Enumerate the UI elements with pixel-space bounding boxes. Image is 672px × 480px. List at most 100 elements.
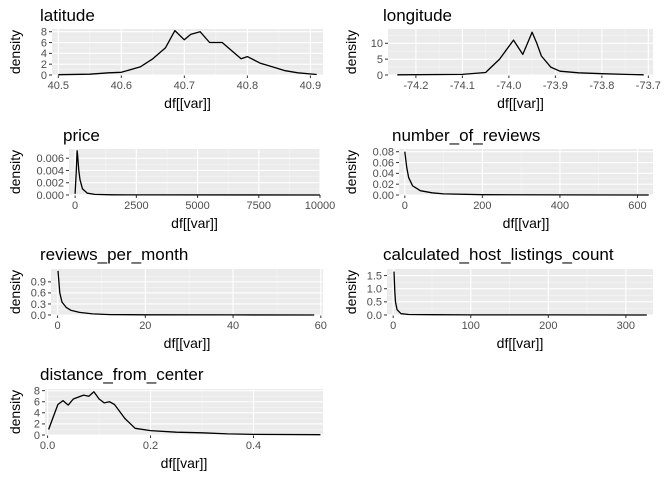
x-tick-label: 40 xyxy=(227,320,239,332)
x-tick-label: 40.7 xyxy=(174,80,195,92)
y-tick-label: 0 xyxy=(377,70,383,82)
y-tick-label: 0.02 xyxy=(373,179,394,191)
x-axis-label: df[[var]] xyxy=(161,455,208,471)
y-tick-label: 0 xyxy=(41,70,47,82)
panel-number-of-reviews: 0 200 400 600 0.000.020.040.060.08 number_of_… xyxy=(343,126,653,231)
x-tick-label: -74.1 xyxy=(450,80,475,92)
y-tick-label: 4 xyxy=(41,48,47,60)
x-tick-label: 0 xyxy=(72,200,78,212)
panel-background xyxy=(399,149,653,195)
x-tick-label: 5000 xyxy=(185,200,209,212)
x-tick-label: 40.8 xyxy=(237,80,258,92)
x-axis-label: df[[var]] xyxy=(503,215,550,231)
panel-title: longitude xyxy=(383,6,452,25)
x-axis-label: df[[var]] xyxy=(497,335,544,351)
density-line xyxy=(47,391,321,436)
y-axis-label: density xyxy=(343,270,359,314)
y-tick-label: 5 xyxy=(377,54,383,66)
x-axis-label: df[[var]] xyxy=(497,95,544,111)
y-tick-label: 0.00 xyxy=(373,190,394,202)
y-axis-label: density xyxy=(7,270,23,314)
y-tick-label: 0.0 xyxy=(31,310,46,322)
x-tick-label: 300 xyxy=(617,320,635,332)
panel-longitude: -74.2 -74.1 -74.0 -73.9 -73.8 -73.7 0 5 10 longit… xyxy=(343,6,661,111)
x-tick-label: 0.4 xyxy=(246,440,261,452)
x-tick-label: 100 xyxy=(462,320,480,332)
panel-title: price xyxy=(63,126,100,145)
y-axis-label: density xyxy=(7,30,23,74)
x-tick-label: -74.2 xyxy=(403,80,428,92)
x-tick-label: 600 xyxy=(628,200,646,212)
x-axis-label: df[[var]] xyxy=(164,335,211,351)
y-tick-label: 0.0 xyxy=(367,310,382,322)
y-tick-label: 0.006 xyxy=(36,153,64,165)
x-tick-label: -73.7 xyxy=(636,80,661,92)
density-line xyxy=(404,151,649,196)
x-tick-label: 0 xyxy=(55,320,61,332)
y-axis-label: density xyxy=(343,150,359,194)
y-tick-label: 8 xyxy=(41,27,47,39)
x-tick-label: 0 xyxy=(402,200,408,212)
y-tick-label: 6 xyxy=(34,397,40,409)
y-tick-label: 0 xyxy=(34,430,40,442)
x-tick-label: -73.9 xyxy=(543,80,568,92)
x-tick-label: 0 xyxy=(390,320,396,332)
y-tick-label: 0.08 xyxy=(373,147,394,159)
y-tick-label: 0.06 xyxy=(373,157,394,169)
density-line xyxy=(74,150,321,196)
panel-title: distance_from_center xyxy=(40,365,204,384)
y-tick-label: 6 xyxy=(41,37,47,49)
y-axis-label: density xyxy=(7,390,23,434)
panel-background xyxy=(45,389,323,435)
y-tick-label: 2 xyxy=(41,59,47,71)
y-axis-label: density xyxy=(7,150,23,194)
panel-background xyxy=(387,269,653,315)
panel-background xyxy=(51,269,323,315)
x-tick-label: 200 xyxy=(539,320,557,332)
panel-background xyxy=(69,149,320,195)
x-tick-label: -73.8 xyxy=(589,80,614,92)
x-tick-label: 0.0 xyxy=(40,440,55,452)
panel-background xyxy=(52,29,323,75)
panel-title: calculated_host_listings_count xyxy=(383,245,614,264)
density-line xyxy=(58,29,317,76)
x-tick-label: -74.0 xyxy=(496,80,521,92)
x-tick-label: 10000 xyxy=(305,200,336,212)
density-line xyxy=(393,271,647,316)
x-axis-label: df[[var]] xyxy=(171,215,218,231)
x-tick-label: 2500 xyxy=(124,200,148,212)
x-tick-label: 0.2 xyxy=(143,440,158,452)
y-tick-label: 0.000 xyxy=(36,190,64,202)
panel-reviews-per-month: 0 20 40 60 0.00.30.60.9 reviews_per_month df[[… xyxy=(7,245,327,351)
y-tick-label: 1.0 xyxy=(367,284,382,296)
x-tick-label: 20 xyxy=(139,320,151,332)
x-tick-label: 60 xyxy=(315,320,327,332)
y-tick-label: 0.5 xyxy=(367,297,382,309)
y-tick-label: 0.002 xyxy=(36,178,64,190)
panel-title: reviews_per_month xyxy=(40,245,188,264)
panel-title: number_of_reviews xyxy=(392,126,540,145)
panel-calculated-host-listings-count: 0 100 200 300 0.00.51.0 1.5calculated_host_li… xyxy=(343,245,653,351)
x-tick-label: 200 xyxy=(473,200,491,212)
y-tick-label: 4 xyxy=(34,408,40,420)
y-tick-label: 0.04 xyxy=(373,168,394,180)
y-tick-label: 0.004 xyxy=(36,165,64,177)
x-tick-label: 400 xyxy=(551,200,569,212)
panel-title: latitude xyxy=(40,6,95,25)
y-tick-label: 0.6 xyxy=(31,288,46,300)
y-axis-label: density xyxy=(343,30,359,74)
x-tick-label: 40.6 xyxy=(111,80,132,92)
x-tick-label: 40.5 xyxy=(48,80,69,92)
y-tick-label: 0.9 xyxy=(31,277,46,289)
density-line xyxy=(397,31,644,76)
y-tick-label: 0.3 xyxy=(31,299,46,311)
y-tick-label: 2 xyxy=(34,419,40,431)
x-tick-label: 7500 xyxy=(247,200,271,212)
x-tick-label: 40.9 xyxy=(300,80,321,92)
density-line xyxy=(57,270,315,316)
y-tick-label: 10 xyxy=(371,38,383,50)
